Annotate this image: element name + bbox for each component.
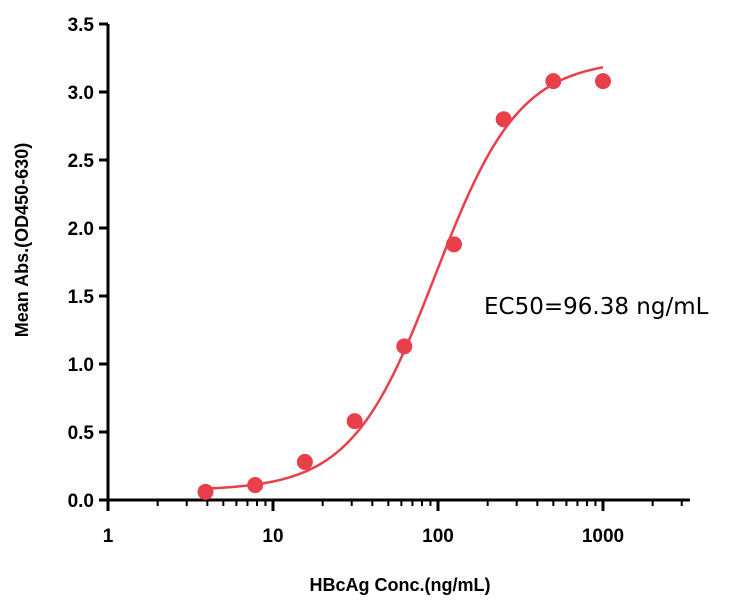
data-point <box>595 73 611 90</box>
data-points <box>197 73 611 500</box>
x-tick-label: 1000 <box>582 526 624 547</box>
y-tick-label: 3.5 <box>68 15 95 36</box>
data-point <box>247 477 264 494</box>
y-axis-label: Mean Abs.(OD450-630) <box>12 143 32 337</box>
y-tick-label: 3.0 <box>68 83 94 104</box>
y-tick-label: 2.5 <box>68 151 95 172</box>
x-axis-ticks: 1 10 100 1000 <box>103 500 683 547</box>
x-axis-label: HBcAg Conc.(ng/mL) <box>310 575 491 595</box>
fit-curve <box>205 66 604 490</box>
data-point <box>545 73 562 90</box>
y-tick-label: 1.5 <box>68 287 95 308</box>
data-point <box>495 111 512 128</box>
data-point <box>197 483 214 500</box>
x-tick-label: 100 <box>422 526 454 547</box>
y-tick-label: 1.0 <box>68 355 94 376</box>
y-tick-label: 2.0 <box>68 219 94 240</box>
y-tick-label: 0.0 <box>68 491 94 512</box>
data-point <box>396 338 413 355</box>
y-axis-ticks: 0.0 0.5 1.0 1.5 2.0 2.5 3.0 3.5 <box>68 15 108 512</box>
x-tick-label: 1 <box>103 526 114 547</box>
ec50-annotation: EC50=96.38 ng/mL <box>484 294 709 320</box>
axes <box>106 24 690 502</box>
data-point <box>296 453 313 470</box>
data-point <box>445 236 462 253</box>
data-point <box>346 413 363 430</box>
x-tick-label: 10 <box>262 526 283 547</box>
y-tick-label: 0.5 <box>68 423 95 444</box>
